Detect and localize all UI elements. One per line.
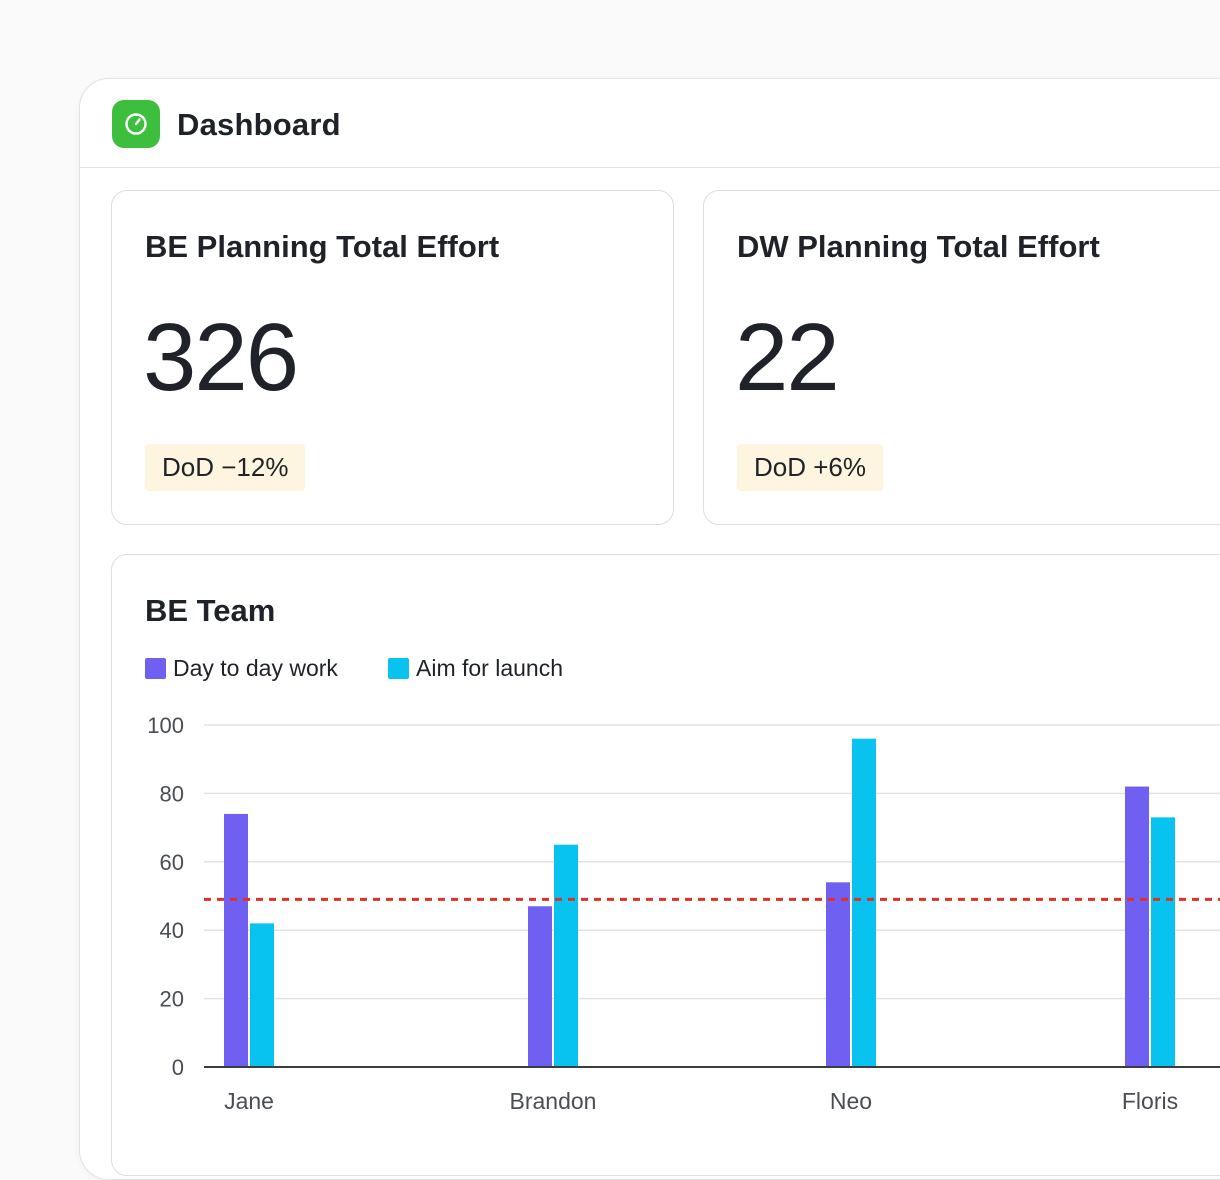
timer-icon[interactable]: [112, 100, 160, 148]
bar-brandon-series-2: [554, 844, 578, 1067]
x-tick-label: Floris: [1122, 1088, 1178, 1114]
card-value: 22: [735, 304, 840, 411]
chart-title: BE Team: [145, 593, 276, 628]
legend-label: Aim for launch: [416, 655, 564, 681]
legend-label: Day to day work: [173, 655, 338, 681]
x-tick-label: Brandon: [510, 1088, 597, 1114]
card-title: DW Planning Total Effort: [737, 229, 1100, 264]
y-tick-label: 100: [147, 713, 184, 738]
legend-swatch: [145, 658, 166, 679]
y-tick-label: 60: [160, 850, 184, 875]
y-tick-label: 20: [160, 987, 184, 1012]
delta-badge: DoD +6%: [737, 444, 883, 491]
y-tick-label: 80: [160, 781, 184, 806]
dashboard-window: Dashboard BE Planning Total Effort 326 D…: [79, 78, 1220, 1180]
y-tick-label: 0: [172, 1055, 184, 1080]
bar-floris-series-1: [1125, 786, 1149, 1067]
dashboard-header: Dashboard: [80, 79, 1220, 168]
bar-chart: 0 20 40 60 80 100 Jane Brandon Neo Floris: [147, 713, 1220, 1114]
delta-badge: DoD −12%: [145, 444, 306, 491]
bar-brandon-series-1: [528, 906, 552, 1067]
x-tick-label: Neo: [830, 1088, 872, 1114]
page-title: Dashboard: [177, 107, 341, 142]
card-title: BE Planning Total Effort: [145, 229, 500, 264]
bar-neo-series-1: [826, 882, 850, 1067]
card-value: 326: [143, 304, 299, 411]
x-tick-label: Jane: [224, 1088, 274, 1114]
be-team-chart-card: 0 20 40 60 80 100 Jane Brandon Neo Floris BE Team…: [111, 554, 1220, 1176]
bar-jane-series-2: [250, 923, 274, 1067]
be-effort-card: BE Planning Total Effort 326 DoD −12%: [111, 190, 674, 525]
legend-swatch: [388, 658, 409, 679]
bar-jane-series-1: [224, 813, 248, 1067]
y-tick-label: 40: [160, 918, 184, 943]
bar-neo-series-2: [852, 738, 876, 1067]
bar-floris-series-2: [1151, 817, 1175, 1067]
dw-effort-card: DW Planning Total Effort 22 DoD +6%: [703, 190, 1220, 525]
